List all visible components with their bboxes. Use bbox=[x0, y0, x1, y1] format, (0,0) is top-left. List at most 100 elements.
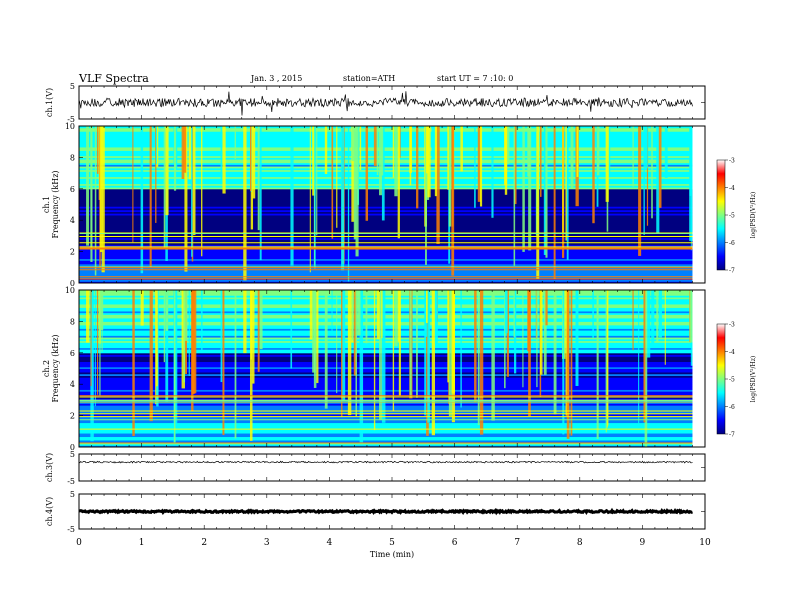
ch2-spectrogram-cell bbox=[79, 324, 693, 328]
x-tick-label: 1 bbox=[139, 538, 145, 548]
ch2-spectrogram-streak bbox=[316, 290, 319, 384]
ch1-spectrogram-streak bbox=[155, 126, 157, 223]
ch2-spectrogram-streak bbox=[94, 290, 96, 407]
ch2-spectrogram-streak bbox=[90, 290, 94, 442]
ch1-spectrogram-cell bbox=[79, 220, 693, 223]
ch1-spectrogram-cell bbox=[79, 272, 693, 275]
ch2-spectrogram-cell bbox=[79, 300, 693, 303]
ch1-spectrogram-streak bbox=[324, 126, 328, 175]
ch2-spectrogram-cell bbox=[79, 293, 693, 296]
ch2-spectrogram-streak bbox=[575, 290, 579, 386]
ch2-spectrogram-ytick-label: 6 bbox=[70, 349, 75, 358]
ch2-spectrogram-cell bbox=[79, 310, 693, 314]
ch2-spectrogram-streak bbox=[474, 290, 477, 402]
ch2-spectrogram-streak bbox=[174, 290, 178, 434]
ch2-spectrogram-cell bbox=[79, 429, 693, 432]
ch2-spectrogram-streak bbox=[638, 290, 640, 424]
ch2-spectrogram-cell bbox=[79, 358, 693, 361]
ch1-spectrogram-cell bbox=[79, 136, 693, 139]
ch1-spectrogram-cell bbox=[79, 150, 693, 153]
ch1-spectrogram-cell bbox=[79, 126, 693, 129]
ch2-spectrogram-colorbar bbox=[716, 323, 726, 435]
ch1-spectrogram-cell bbox=[79, 244, 693, 247]
ch2-spectrogram-streak bbox=[353, 290, 357, 376]
ch1-spectrogram-cell bbox=[79, 188, 693, 192]
ch2-spectrogram-cell bbox=[79, 317, 693, 321]
ch2-spectrogram-streak bbox=[252, 290, 255, 384]
ch2-spectrogram-cell bbox=[79, 384, 693, 387]
ch1-spectrogram-streak bbox=[514, 126, 517, 205]
ch2-spectrogram-cell bbox=[79, 387, 693, 390]
ch1-spectrogram-cell bbox=[79, 214, 693, 218]
ch2-spectrogram-cell bbox=[79, 443, 693, 446]
ch2-spectrogram-cell bbox=[79, 385, 693, 389]
ch2-spectrogram-cell bbox=[79, 323, 693, 326]
ch2-spectrogram-cell bbox=[79, 375, 693, 378]
ch2-spectrogram-streak bbox=[431, 290, 436, 436]
ch2-spectrogram-cell bbox=[79, 312, 693, 315]
ch1-spectrogram-streak bbox=[373, 126, 377, 166]
ch2-spectrogram-streak bbox=[183, 290, 186, 383]
ch2-spectrogram-cell bbox=[79, 335, 693, 338]
ch1-spectrogram-streak bbox=[416, 126, 419, 209]
ch1-spectrogram-cell bbox=[79, 249, 693, 253]
ch2-spectrogram-streak bbox=[434, 290, 438, 344]
ch1-spectrogram-cell bbox=[79, 211, 693, 214]
ch1-spectrogram-cell bbox=[79, 129, 693, 132]
ch2-spectrogram-streak bbox=[644, 290, 648, 447]
ch1-spectrogram-streak bbox=[257, 126, 260, 231]
ch2-spectrogram-cell bbox=[79, 424, 693, 427]
ch1-spectrogram-cell bbox=[79, 192, 693, 195]
ch2-spectrogram-cell bbox=[79, 408, 693, 411]
ch2-spectrogram-cell bbox=[79, 347, 693, 350]
x-tick-label: 9 bbox=[640, 538, 646, 548]
ch1-spectrogram-cell bbox=[79, 201, 693, 204]
ch2-spectrogram-streak bbox=[312, 290, 316, 373]
ch2-spectrogram-streak bbox=[220, 290, 223, 383]
ch1-spectrogram-cell bbox=[79, 185, 693, 188]
ch2-spectrogram-cell bbox=[79, 349, 693, 352]
ch1-spectrogram-cell bbox=[79, 239, 693, 242]
x-axis-label: Time (min) bbox=[370, 550, 414, 559]
ch2-spectrogram-cell bbox=[79, 436, 693, 439]
ch1-spectrogram-ytick-label: 0 bbox=[70, 279, 75, 288]
ch2-spectrogram-ytick-label: 4 bbox=[70, 380, 75, 389]
ch2-spectrogram-streak bbox=[646, 290, 651, 358]
x-tick-label: 4 bbox=[327, 538, 333, 548]
ch2-spectrogram-streak bbox=[192, 290, 197, 394]
ch2-spectrogram-cell bbox=[79, 330, 693, 333]
ch1-spectrogram-ytick-label: 2 bbox=[70, 248, 75, 257]
ch1-spectrogram-cell bbox=[79, 197, 693, 200]
ch1-spectrogram-cell bbox=[79, 270, 693, 274]
ch2-spectrogram-streak bbox=[424, 290, 427, 416]
ch2-spectrogram-streak bbox=[392, 290, 395, 411]
ch2-spectrogram-streak bbox=[96, 290, 99, 395]
ch1-spectrogram-streak bbox=[392, 126, 395, 178]
x-tick-label: 8 bbox=[577, 538, 583, 548]
ch3-waveform-ylabel: ch.3(V) bbox=[45, 453, 54, 482]
ch2-spectrogram-streak bbox=[290, 290, 293, 369]
ch1-spectrogram-cell bbox=[79, 267, 693, 270]
ch2-spectrogram-ylabel-channel: ch.2 bbox=[42, 360, 51, 377]
ch2-spectrogram-cell bbox=[79, 291, 693, 294]
ch1-spectrogram-cell bbox=[79, 227, 693, 230]
ch2-spectrogram-streak bbox=[359, 290, 364, 443]
ch1-spectrogram-empty bbox=[692, 126, 705, 283]
ch1-spectrogram-cell bbox=[79, 260, 693, 263]
ch1-spectrogram-streak bbox=[658, 126, 662, 208]
ch2-spectrogram-streak bbox=[90, 290, 92, 387]
ch1-waveform-trace bbox=[78, 91, 693, 116]
ch2-spectrogram-streak bbox=[566, 290, 570, 439]
ch2-spectrogram-streak bbox=[376, 290, 380, 340]
ch3-waveform-ytick-label: -5 bbox=[67, 477, 75, 486]
ch2-spectrogram-streak bbox=[451, 290, 455, 394]
ch2-spectrogram-cell bbox=[79, 445, 693, 448]
ch1-spectrogram-cell bbox=[79, 160, 693, 164]
ch2-spectrogram-streak bbox=[351, 290, 354, 340]
ch1-spectrogram-streak bbox=[397, 126, 400, 239]
ch2-spectrogram-streak bbox=[132, 290, 135, 437]
ch2-spectrogram-streak bbox=[324, 290, 328, 409]
ch2-spectrogram-cell bbox=[79, 440, 693, 443]
ch2-spectrogram-cell bbox=[79, 321, 693, 324]
